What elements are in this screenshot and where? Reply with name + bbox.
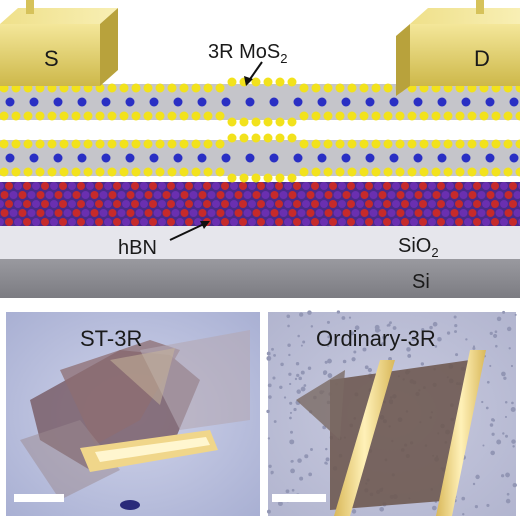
- micrograph-title-left: ST-3R: [80, 326, 142, 351]
- si-label: Si: [412, 271, 430, 293]
- source-label: S: [44, 46, 59, 71]
- mos2-arrow: [244, 61, 263, 86]
- sio2-label: SiO2: [398, 235, 439, 260]
- micrograph-title-right: Ordinary-3R: [316, 326, 436, 351]
- device-schematic: S D 3R MoS2 hBN SiO2 Si: [0, 0, 520, 300]
- micrograph-ordinary-3r: Ordinary-3R: [266, 310, 517, 516]
- hbn-label: hBN: [118, 237, 157, 259]
- hbn-atoms: [0, 182, 520, 226]
- mos2-layer-top: [0, 77, 520, 127]
- mos2-bilayer: [0, 77, 520, 183]
- hbn-arrow: [169, 221, 210, 241]
- mos2-layer-bottom: [0, 133, 520, 183]
- drain-label: D: [474, 46, 490, 71]
- scale-bar-left: [14, 494, 64, 502]
- source-electrode: S: [0, 0, 118, 86]
- sio2-layer: [0, 226, 520, 259]
- scale-bar-right: [272, 494, 326, 502]
- mos2-label: 3R MoS2: [208, 41, 287, 66]
- si-layer: [0, 258, 520, 298]
- drain-electrode: D: [396, 0, 520, 96]
- micrograph-st-3r: ST-3R: [6, 312, 260, 516]
